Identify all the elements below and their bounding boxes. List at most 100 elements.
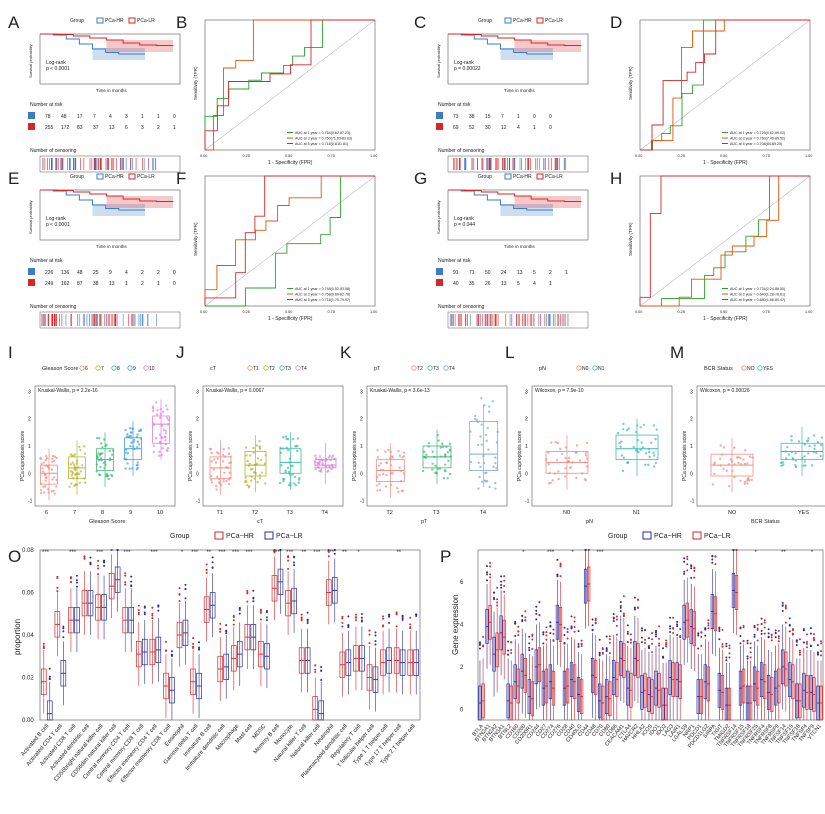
box-data-point	[474, 414, 477, 418]
km-risk-cell: 30	[485, 125, 491, 131]
box-data-point	[797, 440, 801, 443]
group-box-outlier	[777, 640, 780, 643]
km-legend-swatch	[96, 173, 104, 180]
box-y-tick: 1	[28, 444, 31, 450]
box-data-point	[477, 487, 480, 490]
box-data-point	[328, 454, 332, 457]
box-data-point	[807, 452, 810, 455]
group-box-outlier	[820, 640, 823, 643]
significance-mark: ***	[191, 550, 199, 556]
box-data-point	[278, 481, 282, 485]
group-box-outlier	[795, 643, 798, 646]
km-risk-cell: 13	[109, 125, 115, 131]
box-data-point	[258, 445, 261, 448]
group-box-outlier	[559, 563, 562, 566]
box-data-point	[164, 439, 167, 442]
group-box-outlier	[683, 557, 686, 560]
box-data-point	[296, 449, 299, 453]
box-data-point	[256, 457, 260, 460]
box-y-tick: 2	[360, 417, 363, 423]
group-box-outlier	[198, 646, 201, 649]
roc-x-tick: 0.25	[678, 310, 685, 314]
group-box-outlier	[500, 584, 503, 587]
box-legend-swatch	[592, 365, 598, 371]
box-data-point	[808, 444, 811, 448]
group-box-outlier	[605, 650, 608, 653]
roc-y-label: Sensitivity (TPR)	[628, 66, 633, 100]
box-data-point	[494, 487, 497, 490]
box-data-point	[446, 476, 449, 480]
group-box-outlier	[252, 597, 255, 600]
group-box-outlier	[805, 640, 808, 643]
km-risk-cell: 162	[61, 281, 70, 287]
box-data-point	[41, 467, 44, 470]
group-box-outlier	[566, 631, 569, 634]
box-data-point	[166, 416, 169, 420]
group-y-label: Gene expression	[451, 595, 460, 655]
km-risk-cell: 17	[77, 114, 83, 120]
group-box-outlier	[647, 647, 650, 650]
group-box-outlier	[725, 656, 728, 659]
box-data-point	[97, 437, 101, 440]
box-data-point	[400, 489, 404, 493]
group-box-outlier	[478, 647, 481, 650]
group-box-outlier	[774, 632, 777, 635]
box-data-point	[287, 470, 291, 474]
box-data-point	[51, 478, 54, 481]
box-data-point	[73, 467, 76, 471]
group-box-outlier	[626, 624, 629, 627]
box-data-point	[640, 441, 643, 444]
km-risk-cell: 78	[45, 114, 51, 120]
box-data-point	[480, 423, 483, 426]
km-risk-cell: 1	[125, 281, 128, 287]
group-box-outlier	[763, 621, 766, 624]
roc-x-tick: 0.25	[243, 310, 250, 314]
group-box-outlier	[690, 564, 693, 567]
km-risk-cell: 50	[485, 270, 491, 276]
group-box-outlier	[157, 609, 160, 612]
group-box-outlier	[48, 675, 51, 678]
box-data-point	[743, 449, 747, 452]
km-curve-PCa-LR	[448, 189, 582, 202]
box-data-point	[431, 462, 434, 465]
box-data-point	[133, 438, 136, 442]
group-box-outlier	[672, 616, 675, 619]
group-legend-title: Group	[170, 533, 190, 540]
box-data-point	[550, 441, 553, 444]
box-data-point	[294, 445, 297, 448]
group-box-outlier	[143, 606, 146, 609]
km-x-label: Time in months	[504, 88, 535, 93]
group-box-outlier	[124, 572, 127, 575]
group-box-outlier	[415, 613, 418, 616]
km-risk-cell: 255	[45, 125, 54, 131]
group-box-outlier	[368, 629, 371, 632]
km-risk-cell: 7	[501, 114, 504, 120]
group-box-outlier	[265, 616, 268, 619]
group-box-outlier	[489, 565, 492, 568]
box-data-point	[160, 424, 164, 427]
group-box-outlier	[700, 644, 703, 647]
group-box-outlier	[622, 612, 625, 615]
group-box-outlier	[347, 624, 350, 627]
box-data-point	[585, 441, 589, 445]
box-x-tick: NO	[728, 510, 737, 516]
box-data-point	[69, 470, 72, 473]
box-data-point	[126, 452, 130, 455]
box-data-point	[803, 460, 807, 463]
group-box-outlier	[718, 629, 721, 632]
group-y-tick: 0.02	[22, 676, 34, 682]
group-box-outlier	[306, 611, 309, 614]
group-box-outlier	[812, 638, 815, 641]
group-box-outlier	[594, 617, 597, 620]
group-box-outlier	[395, 611, 398, 614]
group-box-outlier	[777, 637, 780, 640]
km-risk-cell: 26	[485, 281, 491, 287]
group-legend-title: Group	[608, 533, 628, 540]
group-box-outlier	[820, 654, 823, 657]
box-data-point	[138, 443, 141, 446]
box-data-point	[99, 457, 103, 460]
significance-mark: *	[357, 550, 360, 556]
group-box-outlier	[542, 633, 545, 636]
group-box-outlier	[594, 619, 597, 622]
group-box-outlier	[368, 642, 371, 645]
